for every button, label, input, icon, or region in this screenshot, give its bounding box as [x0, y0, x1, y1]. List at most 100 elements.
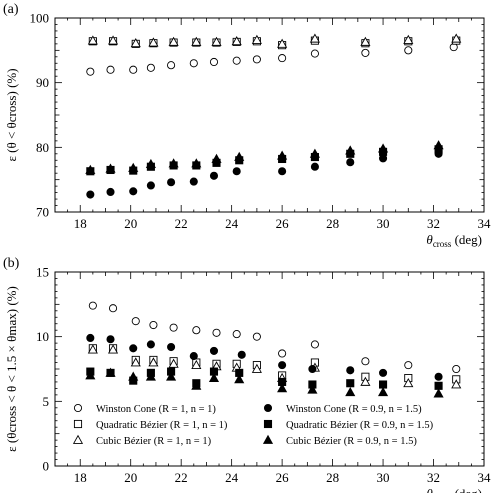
data-point	[167, 342, 176, 352]
data-point	[251, 34, 262, 44]
x-tick-label: 24	[225, 216, 239, 231]
series-filled-square	[86, 145, 443, 176]
legend-marker	[73, 419, 83, 429]
legend-marker	[263, 419, 273, 429]
x-tick-label: 18	[74, 470, 87, 485]
y-tick-label: 5	[43, 394, 50, 409]
legend-marker	[72, 434, 84, 444]
legend-label: Quadratic Bézier (R = 1, n = 1)	[96, 420, 228, 431]
data-point	[346, 158, 355, 167]
data-point	[309, 33, 320, 43]
data-point	[403, 378, 414, 388]
data-point	[310, 162, 319, 171]
panel-label: (b)	[3, 256, 20, 271]
data-point	[277, 38, 288, 48]
data-point	[278, 54, 287, 63]
x-tick-label: 30	[377, 470, 390, 485]
data-point	[191, 380, 202, 390]
data-point	[211, 36, 222, 46]
legend-label: Cubic Bézier (R = 1, n = 1)	[96, 436, 212, 447]
data-point	[212, 328, 221, 337]
data-point	[209, 346, 219, 355]
data-point	[345, 387, 356, 397]
data-point	[278, 361, 287, 370]
series-open-circle	[88, 301, 461, 374]
x-tick-label: 28	[326, 470, 339, 485]
plot-frame	[54, 17, 485, 213]
data-point	[108, 304, 118, 313]
data-point	[189, 59, 198, 68]
data-point	[361, 48, 370, 57]
data-point	[379, 380, 388, 389]
data-point	[167, 61, 176, 70]
data-point	[148, 37, 159, 47]
data-point	[148, 357, 159, 367]
legend-label: Winston Cone (R = 1, n = 1)	[96, 404, 216, 415]
data-point	[451, 379, 462, 389]
data-point	[128, 162, 139, 172]
legend-label: Cubic Bézier (R = 0.9, n = 1.5)	[286, 436, 417, 447]
data-point	[278, 349, 287, 358]
data-point	[209, 171, 219, 180]
data-point	[105, 367, 116, 377]
x-tick-label: 34	[478, 470, 491, 485]
x-tick-label: 32	[427, 470, 440, 485]
data-point	[106, 65, 115, 74]
data-point	[211, 153, 222, 163]
data-point	[433, 140, 444, 150]
data-point	[232, 56, 241, 65]
data-point	[433, 388, 444, 398]
data-point	[107, 344, 119, 354]
data-point	[237, 350, 246, 359]
data-point	[346, 366, 355, 375]
x-axis-label: θcross (deg)	[426, 232, 482, 249]
data-point	[168, 36, 179, 46]
panel-b: 18 20 22 24 26 28 30 32 34 0 5 10 15 (b) θcross (deg) ε…	[3, 256, 491, 493]
data-point	[167, 178, 176, 187]
data-point	[308, 364, 317, 374]
y-tick-label: 15	[36, 265, 49, 280]
data-point	[88, 301, 97, 310]
data-point	[309, 148, 320, 158]
data-point	[232, 330, 241, 339]
data-point	[191, 158, 202, 168]
data-point	[168, 358, 179, 368]
data-point	[189, 352, 198, 361]
y-tick-label: 0	[43, 459, 50, 474]
data-point	[86, 190, 95, 199]
data-point	[145, 371, 156, 381]
y-tick-label: 80	[36, 140, 49, 155]
x-tick-label: 30	[377, 216, 390, 231]
x-tick-label: 20	[124, 216, 137, 231]
x-tick-label: 24	[225, 470, 239, 485]
x-tick-label: 22	[175, 216, 188, 231]
data-point	[277, 150, 288, 160]
y-tick-label: 100	[30, 11, 50, 26]
panel-label: (a)	[3, 2, 19, 17]
data-point	[146, 63, 155, 72]
data-point	[307, 384, 318, 394]
data-point	[251, 363, 262, 373]
data-point	[310, 49, 319, 58]
data-point	[169, 323, 178, 332]
x-tick-label: 26	[276, 470, 290, 485]
series-filled-triangle	[85, 140, 444, 174]
y-tick-label: 70	[36, 205, 49, 220]
data-point	[129, 65, 138, 74]
legend-label: Quadratic Bézier (R = 0.9, n = 1.5)	[286, 420, 434, 431]
data-point	[208, 372, 220, 382]
data-point	[192, 326, 201, 335]
data-point	[128, 371, 139, 381]
data-point	[252, 332, 261, 341]
data-point	[87, 35, 98, 45]
y-tick-label: 90	[36, 75, 49, 90]
data-point	[209, 57, 219, 67]
series-open-triangle	[87, 33, 462, 48]
series-filled-circle	[86, 333, 443, 381]
legend: Winston Cone (R = 1, n = 1) Quadratic Béz…	[72, 404, 434, 447]
data-point	[105, 163, 116, 173]
data-point	[379, 368, 388, 377]
data-point	[277, 383, 288, 393]
data-point	[345, 145, 356, 155]
